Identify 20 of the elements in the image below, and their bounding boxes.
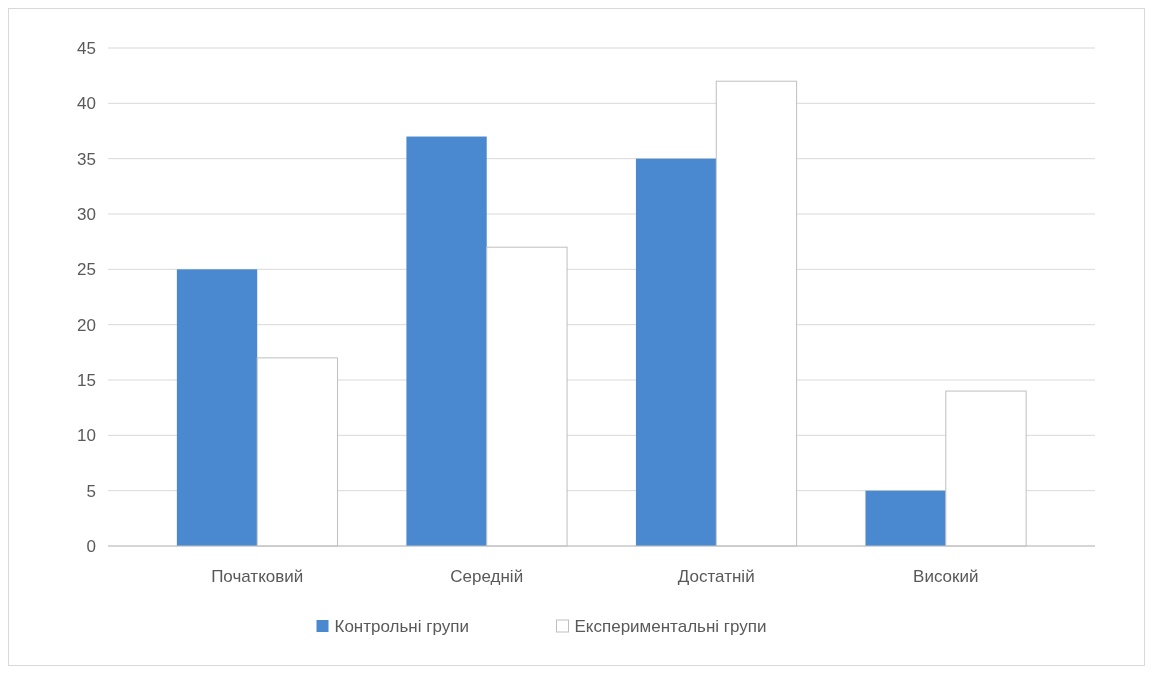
y-tick-label: 25 [77,260,96,280]
y-tick-label: 45 [77,38,96,58]
x-tick-label: Достатній [677,567,755,586]
bar [865,490,946,546]
y-tick-label: 20 [77,315,96,335]
y-tick-label: 15 [77,370,96,390]
y-tick-label: 5 [86,481,96,501]
y-tick-label: 10 [77,426,96,446]
x-tick-label: Початковий [211,567,304,586]
bar [176,269,258,546]
y-tick-label: 35 [77,149,96,169]
legend-label: Контрольні групи [334,616,469,636]
x-tick-label: Середній [450,567,524,586]
bar [635,158,717,546]
bar [406,136,487,546]
y-tick-label: 30 [77,204,96,224]
legend-label: Експериментальні групи [574,616,767,636]
y-tick-label: 0 [86,536,96,556]
y-tick-label: 40 [77,94,96,114]
x-tick-label: Високий [913,567,979,586]
